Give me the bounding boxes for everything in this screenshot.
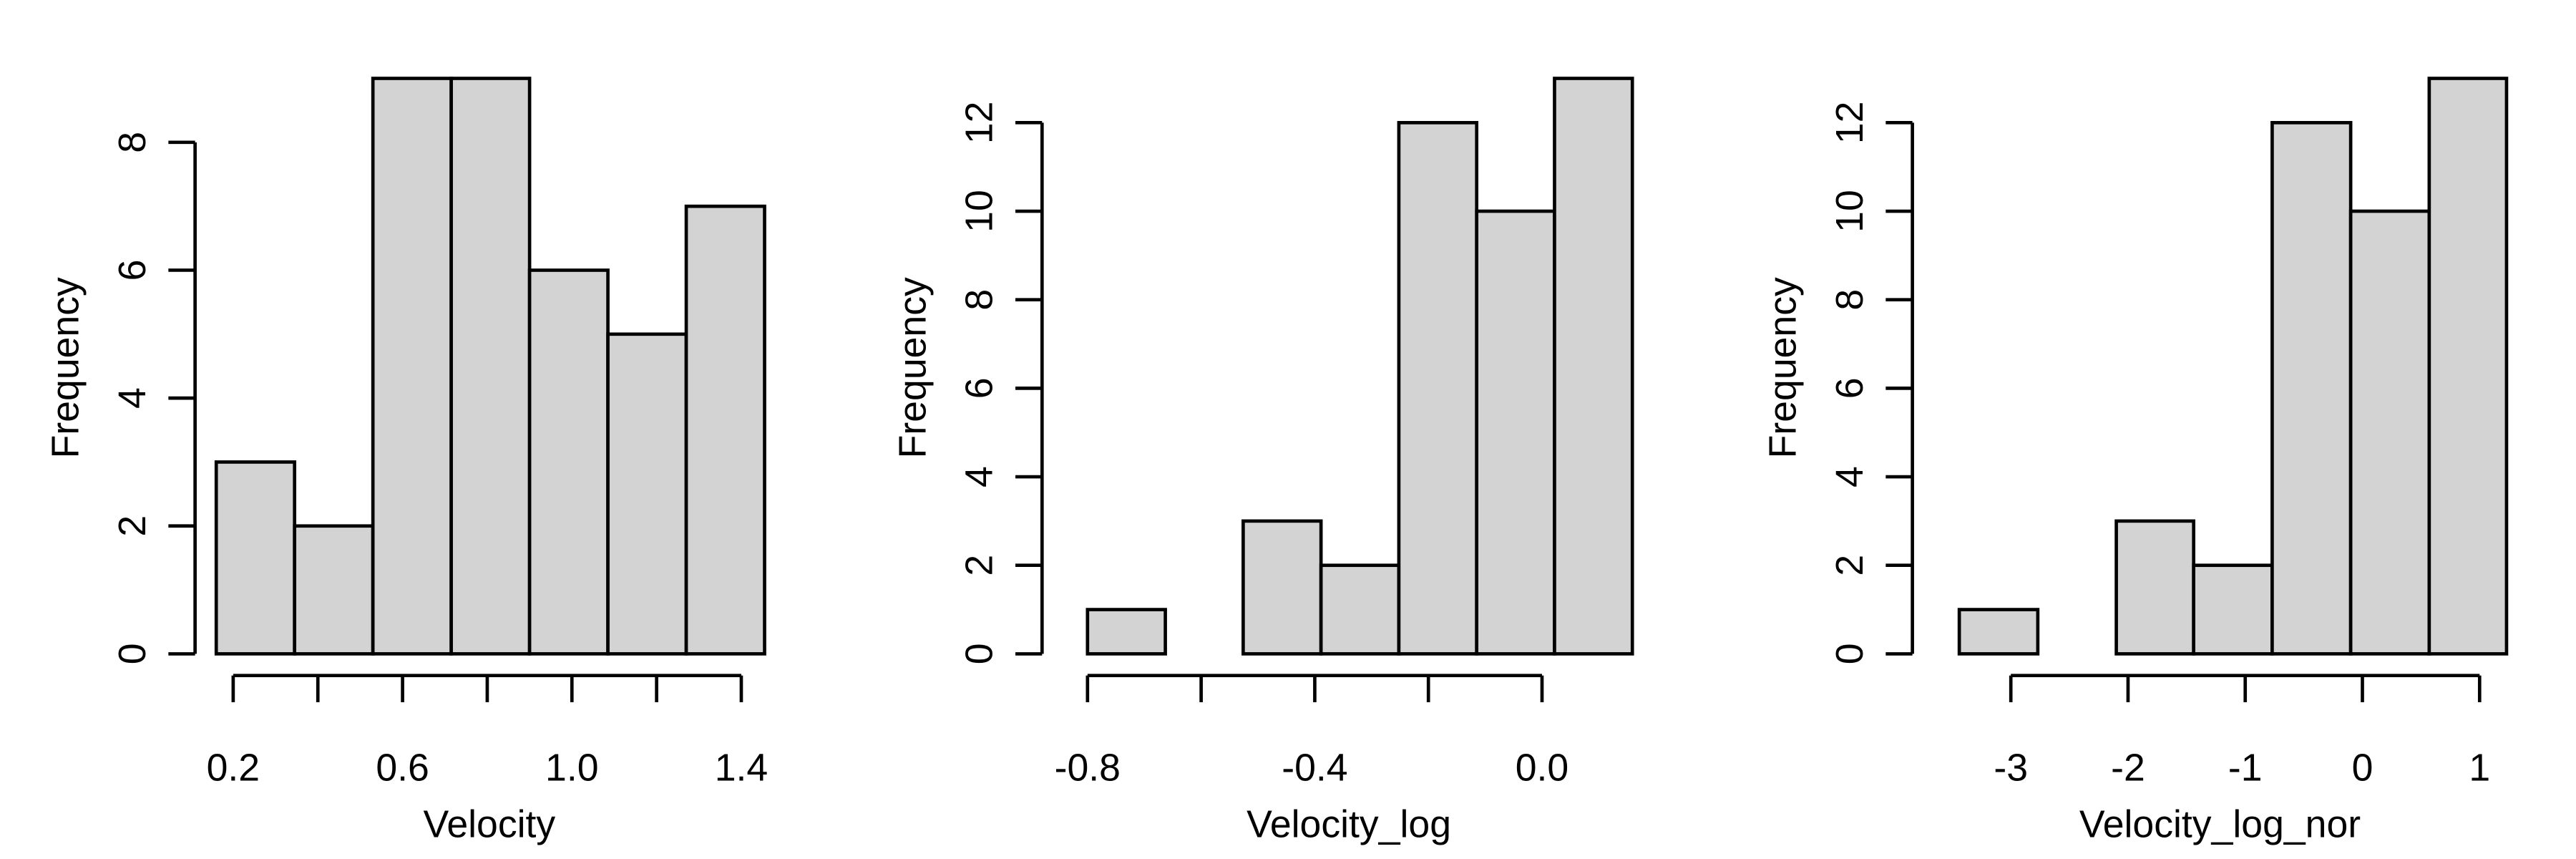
bar <box>1475 209 1556 656</box>
y-axis-title: Frequency <box>44 277 87 458</box>
y-tick-label: 6 <box>1828 377 1871 399</box>
x-tick-label: 1.0 <box>545 746 598 789</box>
bar <box>1397 121 1479 656</box>
bar <box>2270 121 2353 656</box>
bar <box>1241 519 1323 656</box>
y-tick-label: 2 <box>111 515 154 537</box>
y-tick-label: 0 <box>958 643 1001 664</box>
x-tick-label: 0 <box>2352 746 2373 789</box>
y-tick-label: 12 <box>958 102 1001 145</box>
x-tick-label: -3 <box>1994 746 2028 789</box>
y-tick-label: 8 <box>111 132 154 153</box>
x-axis-title: Velocity_log <box>1246 803 1451 846</box>
bar <box>527 268 610 656</box>
x-tick-label: 0.0 <box>1516 746 1568 789</box>
bar <box>606 332 688 656</box>
x-tick-label: -1 <box>2228 746 2263 789</box>
y-tick-label: 8 <box>958 289 1001 311</box>
bar <box>214 460 297 656</box>
bar <box>1957 608 2040 656</box>
bar <box>2427 77 2509 656</box>
bar <box>1553 77 1634 656</box>
y-axis-title: Frequency <box>1762 277 1805 458</box>
x-tick-label: -0.4 <box>1282 746 1347 789</box>
bar <box>293 524 375 656</box>
y-tick-label: 0 <box>111 643 154 664</box>
bar <box>2192 563 2274 656</box>
y-tick-label: 6 <box>111 260 154 281</box>
bar <box>1085 608 1167 656</box>
x-tick-label: 1.4 <box>715 746 768 789</box>
y-tick-label: 2 <box>958 555 1001 576</box>
y-tick-label: 0 <box>1828 643 1871 664</box>
y-tick-label: 4 <box>958 466 1001 487</box>
y-tick-label: 10 <box>1828 190 1871 233</box>
x-axis-title: Velocity <box>424 803 556 846</box>
y-tick-label: 6 <box>958 377 1001 399</box>
bar <box>2114 519 2196 656</box>
y-tick-label: 10 <box>958 190 1001 233</box>
y-tick-label: 4 <box>111 387 154 409</box>
x-tick-label: -0.8 <box>1055 746 1121 789</box>
bar <box>2348 209 2431 656</box>
y-axis-title: Frequency <box>891 277 934 458</box>
bar <box>684 204 766 656</box>
bar <box>449 77 532 656</box>
x-tick-label: -2 <box>2111 746 2145 789</box>
x-tick-label: 1 <box>2469 746 2490 789</box>
y-tick-label: 8 <box>1828 289 1871 311</box>
bar <box>371 77 453 656</box>
y-tick-label: 12 <box>1828 102 1871 145</box>
y-tick-label: 2 <box>1828 555 1871 576</box>
y-tick-label: 4 <box>1828 466 1871 487</box>
x-axis-title: Velocity_log_nor <box>2079 803 2361 846</box>
x-tick-label: 0.2 <box>207 746 260 789</box>
bar <box>1319 563 1401 656</box>
x-tick-label: 0.6 <box>376 746 429 789</box>
